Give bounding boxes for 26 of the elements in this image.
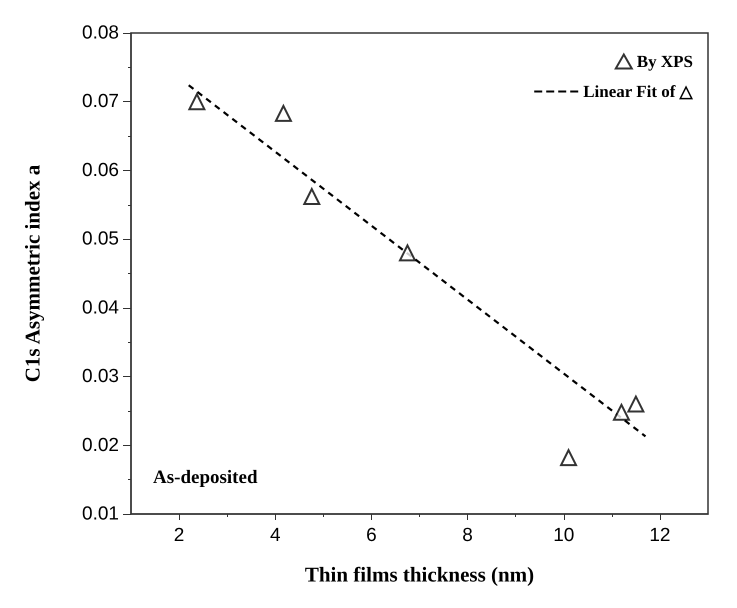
x-tick-label: 4 (270, 525, 281, 546)
y-axis-title: C1s Asymmetric index a (20, 164, 44, 382)
point (188, 93, 206, 110)
point (398, 244, 416, 262)
legend-label: By XPS (636, 52, 694, 71)
y-tick-label: 0.01 (82, 504, 119, 524)
y-tick-label: 0.06 (82, 160, 119, 181)
x-tick-label: 12 (649, 525, 670, 546)
y-tick-label: 0.08 (82, 22, 119, 44)
y-tick-label: 0.04 (82, 297, 120, 318)
annotation: As-deposited (153, 467, 258, 488)
point (627, 396, 644, 413)
x-tick-label: 6 (366, 525, 377, 546)
x-tick-label: 8 (462, 525, 473, 546)
point (612, 404, 630, 421)
point (274, 104, 292, 122)
y-tick-label: 0.03 (82, 366, 119, 388)
y-tick-label: 0.07 (82, 91, 119, 112)
point (560, 449, 578, 466)
x-axis-title: Thin films thickness (nm) (304, 562, 534, 586)
x-tick-label: 2 (174, 525, 184, 546)
y-tick-label: 0.05 (82, 228, 119, 250)
legend-label: Linear Fit of △ (583, 82, 694, 101)
x-tick-label: 10 (553, 525, 574, 546)
y-tick-label: 0.02 (82, 434, 119, 456)
point (303, 188, 320, 206)
